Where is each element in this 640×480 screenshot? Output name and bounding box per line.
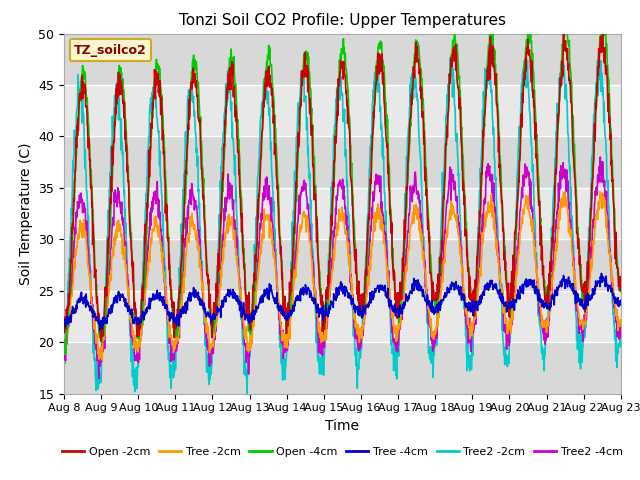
Bar bbox=[64, 342, 621, 394]
Bar bbox=[64, 136, 621, 188]
Bar bbox=[64, 34, 621, 85]
Bar bbox=[64, 240, 621, 291]
Y-axis label: Soil Temperature (C): Soil Temperature (C) bbox=[19, 143, 33, 285]
Bar bbox=[64, 291, 621, 342]
Bar bbox=[64, 85, 621, 136]
Title: Tonzi Soil CO2 Profile: Upper Temperatures: Tonzi Soil CO2 Profile: Upper Temperatur… bbox=[179, 13, 506, 28]
X-axis label: Time: Time bbox=[325, 419, 360, 433]
Bar bbox=[64, 188, 621, 240]
Legend: Open -2cm, Tree -2cm, Open -4cm, Tree -4cm, Tree2 -2cm, Tree2 -4cm: Open -2cm, Tree -2cm, Open -4cm, Tree -4… bbox=[58, 443, 627, 461]
